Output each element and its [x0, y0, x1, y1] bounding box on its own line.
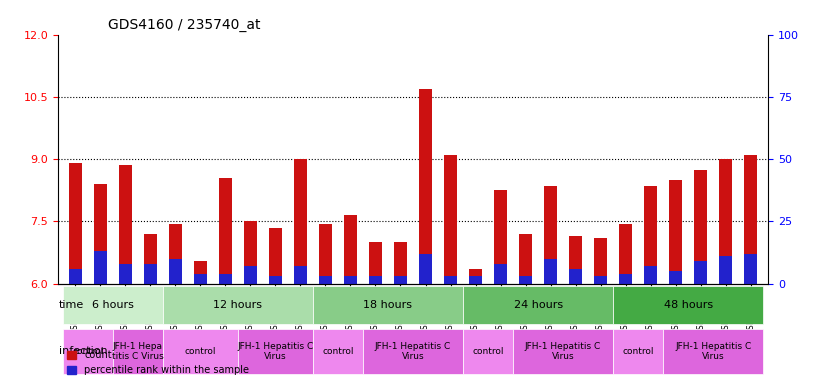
Bar — [669, 271, 682, 284]
Bar — [269, 228, 282, 284]
Bar — [644, 266, 657, 284]
Bar — [695, 170, 707, 284]
Text: control: control — [322, 347, 354, 356]
Bar — [113, 329, 163, 374]
Bar — [294, 159, 306, 284]
Text: 24 hours: 24 hours — [514, 300, 563, 310]
Bar — [219, 178, 231, 284]
Text: JFH-1 Hepatitis C
Virus: JFH-1 Hepatitis C Virus — [675, 342, 752, 361]
Bar — [444, 276, 457, 284]
Bar — [744, 254, 757, 284]
Bar — [344, 276, 357, 284]
Text: control: control — [185, 347, 216, 356]
Legend: count, percentile rank within the sample: count, percentile rank within the sample — [63, 346, 253, 379]
Bar — [420, 89, 432, 284]
Text: 48 hours: 48 hours — [663, 300, 713, 310]
Bar — [269, 276, 282, 284]
Bar — [613, 329, 663, 374]
Text: infection: infection — [59, 346, 107, 356]
Bar — [463, 286, 613, 324]
Bar — [494, 264, 507, 284]
Bar — [569, 269, 582, 284]
Text: JFH-1 Hepatitis C
Virus: JFH-1 Hepatitis C Virus — [375, 342, 451, 361]
Bar — [313, 286, 463, 324]
Bar — [595, 238, 607, 284]
Bar — [244, 266, 257, 284]
Text: control: control — [472, 347, 504, 356]
Bar — [94, 184, 107, 284]
Text: JFH-1 Hepa
titis C Virus: JFH-1 Hepa titis C Virus — [112, 342, 164, 361]
Bar — [494, 190, 507, 284]
Bar — [163, 329, 238, 374]
Bar — [613, 286, 763, 324]
Bar — [644, 186, 657, 284]
Bar — [169, 223, 182, 284]
Bar — [513, 329, 613, 374]
Bar — [313, 329, 363, 374]
Bar — [369, 276, 382, 284]
Bar — [544, 186, 557, 284]
Bar — [219, 274, 231, 284]
Bar — [69, 163, 82, 284]
Bar — [595, 276, 607, 284]
Bar — [94, 252, 107, 284]
Bar — [719, 257, 732, 284]
Bar — [294, 266, 306, 284]
Bar — [194, 261, 206, 284]
Bar — [369, 242, 382, 284]
Bar — [463, 329, 513, 374]
Text: control: control — [622, 347, 654, 356]
Bar — [544, 259, 557, 284]
Bar — [744, 155, 757, 284]
Bar — [69, 269, 82, 284]
Bar — [319, 223, 332, 284]
Bar — [63, 329, 113, 374]
Bar — [194, 274, 206, 284]
Bar — [119, 264, 131, 284]
Bar — [469, 276, 482, 284]
Bar — [469, 269, 482, 284]
Text: JFH-1 Hepatitis C
Virus: JFH-1 Hepatitis C Virus — [237, 342, 314, 361]
Bar — [520, 276, 532, 284]
Bar — [620, 223, 632, 284]
Bar — [119, 166, 131, 284]
Bar — [444, 155, 457, 284]
Bar — [394, 242, 406, 284]
Bar — [344, 215, 357, 284]
Bar — [719, 159, 732, 284]
Bar — [394, 276, 406, 284]
Text: GDS4160 / 235740_at: GDS4160 / 235740_at — [107, 18, 260, 32]
Bar — [663, 329, 763, 374]
Bar — [144, 264, 157, 284]
Bar — [63, 286, 163, 324]
Bar — [238, 329, 313, 374]
Bar — [169, 259, 182, 284]
Bar — [163, 286, 313, 324]
Bar — [520, 234, 532, 284]
Bar — [319, 276, 332, 284]
Text: control: control — [72, 347, 103, 356]
Bar — [144, 234, 157, 284]
Bar — [695, 262, 707, 284]
Text: 18 hours: 18 hours — [363, 300, 412, 310]
Bar — [420, 254, 432, 284]
Text: time: time — [59, 300, 84, 310]
Bar — [363, 329, 463, 374]
Bar — [669, 180, 682, 284]
Bar — [620, 274, 632, 284]
Bar — [244, 222, 257, 284]
Text: 12 hours: 12 hours — [213, 300, 263, 310]
Text: JFH-1 Hepatitis C
Virus: JFH-1 Hepatitis C Virus — [525, 342, 601, 361]
Bar — [569, 236, 582, 284]
Text: 6 hours: 6 hours — [92, 300, 134, 310]
